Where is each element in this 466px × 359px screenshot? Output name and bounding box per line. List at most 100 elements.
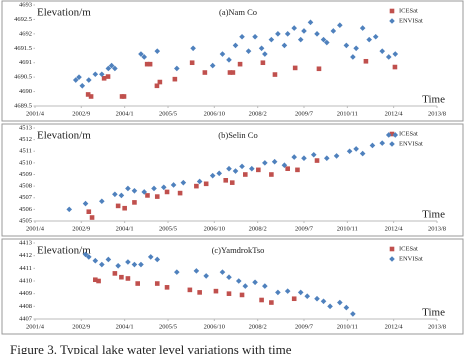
point: [237, 61, 243, 67]
point: [359, 150, 366, 157]
point: [232, 168, 239, 174]
y-tick-label: 4511: [19, 148, 32, 155]
point: [227, 70, 233, 75]
point: [141, 189, 148, 195]
point: [229, 180, 235, 185]
point: [301, 155, 307, 162]
x-tick-label: 2001/4: [26, 323, 45, 330]
point: [260, 60, 266, 66]
x-tick-label: 2012/4: [385, 323, 404, 330]
point: [275, 289, 281, 296]
point: [112, 65, 118, 72]
point: [232, 42, 239, 49]
y-tick-label: 4691.5: [14, 45, 32, 52]
point: [105, 256, 112, 263]
point: [230, 70, 236, 75]
caption: Figure 3. Typical lake water level varia…: [10, 342, 292, 354]
point: [219, 269, 226, 275]
point: [269, 172, 274, 177]
x-tick-label: 2012/4: [385, 225, 404, 232]
point: [359, 25, 366, 31]
y-tick-label: 4412: [19, 252, 32, 259]
y-tick-label: 4509: [19, 171, 32, 178]
x-tick-label: 2010/11: [337, 323, 358, 330]
point: [385, 54, 392, 60]
point: [145, 193, 150, 198]
point: [88, 94, 94, 99]
point: [281, 42, 288, 49]
point: [92, 257, 99, 264]
legend-marker: [389, 246, 395, 252]
y-tick-label: 4691: [19, 59, 32, 66]
x-tick-label: 2013/8: [428, 225, 446, 232]
y-tick-label: 4692.5: [14, 16, 32, 23]
y-tick-label: 4411: [19, 265, 32, 272]
x-tick-label: 2010/11: [337, 110, 358, 117]
panel-title: (c)YamdrokTso: [212, 245, 265, 255]
y-tick-label: 4510: [19, 159, 32, 166]
point: [307, 19, 314, 26]
x-tick-label: 2008/2: [249, 110, 267, 117]
y-axis-label: Elevation/m: [37, 245, 91, 257]
point: [144, 61, 150, 67]
y-tick-label: 4693: [19, 1, 32, 8]
point: [82, 200, 89, 207]
point: [259, 297, 264, 303]
x-tick-label: 2005/5: [159, 225, 177, 232]
x-tick-label: 2001/4: [26, 225, 45, 232]
point: [154, 194, 160, 199]
y-tick-label: 4512: [19, 136, 32, 143]
point: [125, 276, 131, 281]
point: [226, 57, 232, 63]
panel: 4407 4408 4409 4410 4411 4412 4413 2001/4 2002/9…: [1, 238, 464, 335]
point: [203, 181, 209, 187]
point: [202, 70, 208, 75]
point: [379, 140, 386, 146]
x-tick-label: 2006/10: [204, 225, 225, 232]
legend-marker: [389, 8, 395, 14]
point: [76, 74, 82, 80]
y-tick-label: 4690: [19, 88, 32, 95]
point: [320, 298, 327, 305]
point: [125, 259, 131, 265]
x-axis-label: Time: [422, 94, 445, 106]
point: [385, 132, 392, 138]
panel: 4689.5 4690 4690.5 4691 4691.5 4692 4692.5 4693…: [1, 0, 464, 122]
point: [350, 311, 356, 317]
point: [392, 51, 399, 57]
point: [301, 28, 307, 34]
x-tick-label: 2006/10: [204, 110, 225, 117]
x-tick-label: 2010/11: [337, 225, 358, 232]
point: [297, 36, 304, 43]
y-tick-label: 4409: [19, 290, 32, 297]
x-tick-label: 2012/4: [385, 110, 404, 117]
point: [258, 45, 265, 52]
point: [154, 83, 160, 89]
point: [196, 178, 203, 185]
x-tick-label: 2013/8: [428, 323, 446, 330]
legend-label: ENVISat: [399, 17, 423, 24]
legend-label: ICESat: [399, 7, 418, 14]
point: [151, 185, 157, 192]
point: [268, 36, 275, 43]
y-tick-label: 4506: [19, 206, 33, 213]
y-tick-label: 4690.5: [14, 74, 32, 81]
point: [379, 48, 386, 54]
y-axis-label: Elevation/m: [37, 7, 91, 19]
point: [320, 36, 327, 43]
point: [343, 304, 350, 311]
point: [132, 200, 137, 205]
point: [314, 295, 320, 302]
y-tick-label: 4507: [19, 194, 33, 201]
point: [141, 54, 148, 60]
point: [112, 191, 118, 198]
point: [197, 290, 202, 295]
point: [350, 54, 356, 60]
x-tick-label: 2009/7: [295, 110, 314, 117]
y-axis-label: Elevation/m: [37, 130, 91, 142]
point: [252, 279, 258, 286]
point: [122, 205, 127, 211]
x-tick-label: 2005/5: [159, 110, 177, 117]
point: [194, 183, 199, 189]
